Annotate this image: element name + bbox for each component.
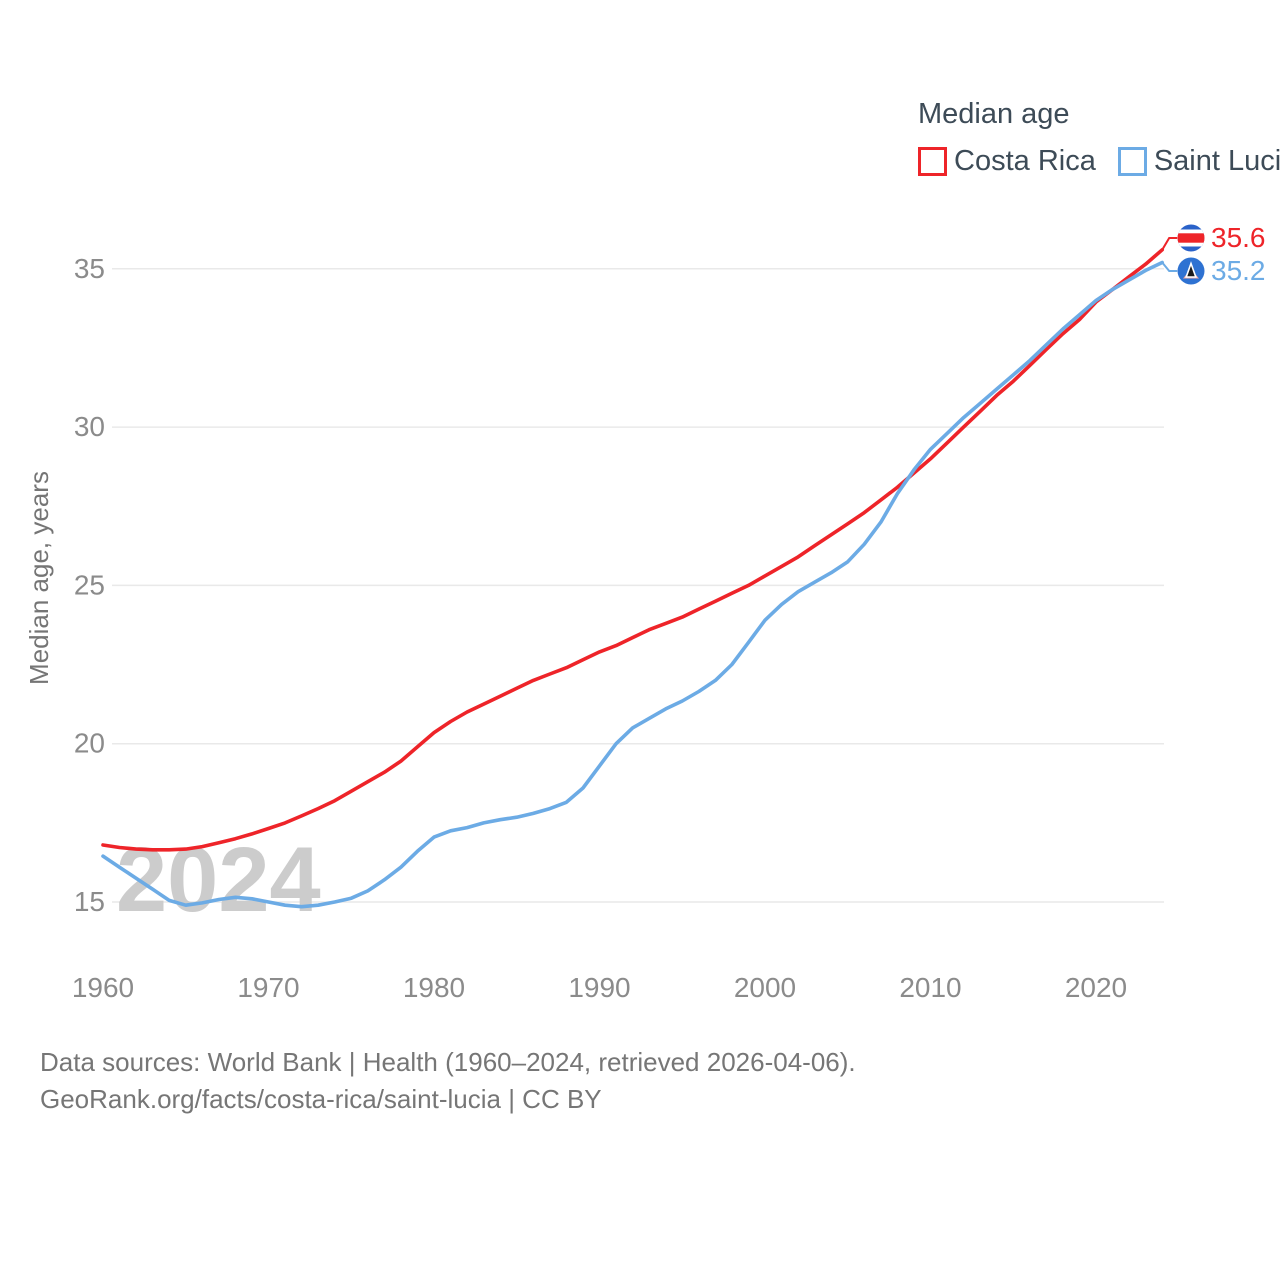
saint-lucia-flag-icon [1177, 257, 1205, 285]
end-label-costa-rica: 35.6 [1211, 222, 1266, 253]
legend-label-saint-lucia: Saint Lucia [1153, 145, 1280, 177]
line-costa-rica [101, 248, 1164, 852]
legend-item-saint-lucia[interactable]: Saint Lucia [1117, 145, 1280, 178]
watermark-year: 2024 [116, 829, 321, 931]
x-tick-1960: 1960 [72, 972, 134, 1003]
end-connector-saint-lucia [1161, 261, 1178, 272]
source-line-1: Data sources: World Bank | Health (1960–… [40, 1047, 856, 1077]
y-tick-30: 30 [74, 411, 105, 442]
chart-legend: Median age Costa Rica Saint Lucia [918, 98, 1280, 178]
source-line-2: GeoRank.org/facts/costa-rica/saint-lucia… [40, 1084, 602, 1114]
saint-lucia-swatch-icon [1117, 147, 1147, 176]
x-tick-1980: 1980 [403, 972, 465, 1003]
legend-title: Median age [918, 98, 1070, 130]
x-tick-1970: 1970 [237, 972, 299, 1003]
end-label-saint-lucia: 35.2 [1211, 255, 1266, 286]
legend-items: Costa Rica Saint Lucia [918, 145, 1280, 178]
y-axis-title: Median age, years [24, 471, 54, 685]
y-tick-25: 25 [74, 569, 105, 600]
line-saint-lucia [101, 260, 1164, 909]
y-tick-15: 15 [74, 886, 105, 917]
y-tick-20: 20 [74, 728, 105, 759]
y-tick-35: 35 [74, 253, 105, 284]
median-age-line-chart: 15 20 25 30 35 2024 1960 1970 1980 1990 2000 2010 20… [24, 222, 1266, 1003]
costa-rica-swatch-icon [918, 147, 947, 176]
x-tick-2010: 2010 [899, 972, 961, 1003]
x-tick-2020: 2020 [1065, 972, 1127, 1003]
data-source-note: Data sources: World Bank | Health (1960–… [40, 1044, 856, 1118]
legend-label-costa-rica: Costa Rica [954, 145, 1096, 177]
x-tick-1990: 1990 [568, 972, 630, 1003]
end-connector-costa-rica [1161, 237, 1178, 251]
x-tick-2000: 2000 [734, 972, 796, 1003]
legend-item-costa-rica[interactable]: Costa Rica [918, 145, 1096, 178]
costa-rica-flag-icon [1177, 224, 1205, 252]
